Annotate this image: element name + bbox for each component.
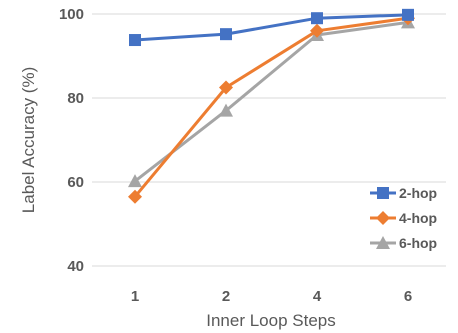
y-tick-labels: 40 60 80 100 (59, 6, 84, 275)
y-tick-label: 60 (67, 174, 84, 191)
x-tick-label: 4 (313, 288, 322, 305)
legend-marker (376, 211, 390, 225)
x-tick-label: 6 (404, 288, 412, 305)
series-line (134, 20, 409, 183)
data-point (311, 12, 323, 25)
data-point (128, 189, 142, 204)
data-point (219, 103, 233, 117)
legend-item: 4-hop (370, 210, 437, 226)
y-axis-title: Label Accuracy (%) (19, 67, 38, 213)
legend-item: 6-hop (370, 235, 437, 251)
legend-item: 2-hop (370, 185, 437, 201)
y-tick-label: 80 (67, 90, 84, 107)
legend: 2-hop 4-hop 6-hop (370, 185, 437, 251)
gridlines (92, 13, 446, 183)
y-tick-label: 40 (67, 258, 84, 275)
data-point (220, 28, 232, 41)
x-tick-labels: 1 2 4 6 (131, 288, 412, 305)
x-tick-label: 1 (131, 288, 139, 305)
data-point (219, 80, 233, 95)
x-tick-label: 2 (222, 288, 230, 305)
series-6-hop (128, 15, 415, 188)
data-point (310, 23, 324, 38)
data-point (128, 174, 142, 188)
y-tick-label: 100 (59, 6, 84, 23)
legend-label: 4-hop (399, 210, 437, 226)
series-2-hop (129, 8, 414, 47)
series-4-hop (128, 11, 415, 204)
legend-marker (376, 236, 390, 249)
legend-label: 6-hop (399, 235, 437, 251)
data-point (402, 8, 414, 21)
series-line (133, 16, 409, 198)
data-point (129, 34, 141, 47)
series-line (134, 13, 409, 42)
legend-label: 2-hop (399, 185, 437, 201)
series-group (128, 8, 415, 204)
x-axis-title: Inner Loop Steps (206, 311, 335, 330)
legend-marker (377, 187, 389, 199)
